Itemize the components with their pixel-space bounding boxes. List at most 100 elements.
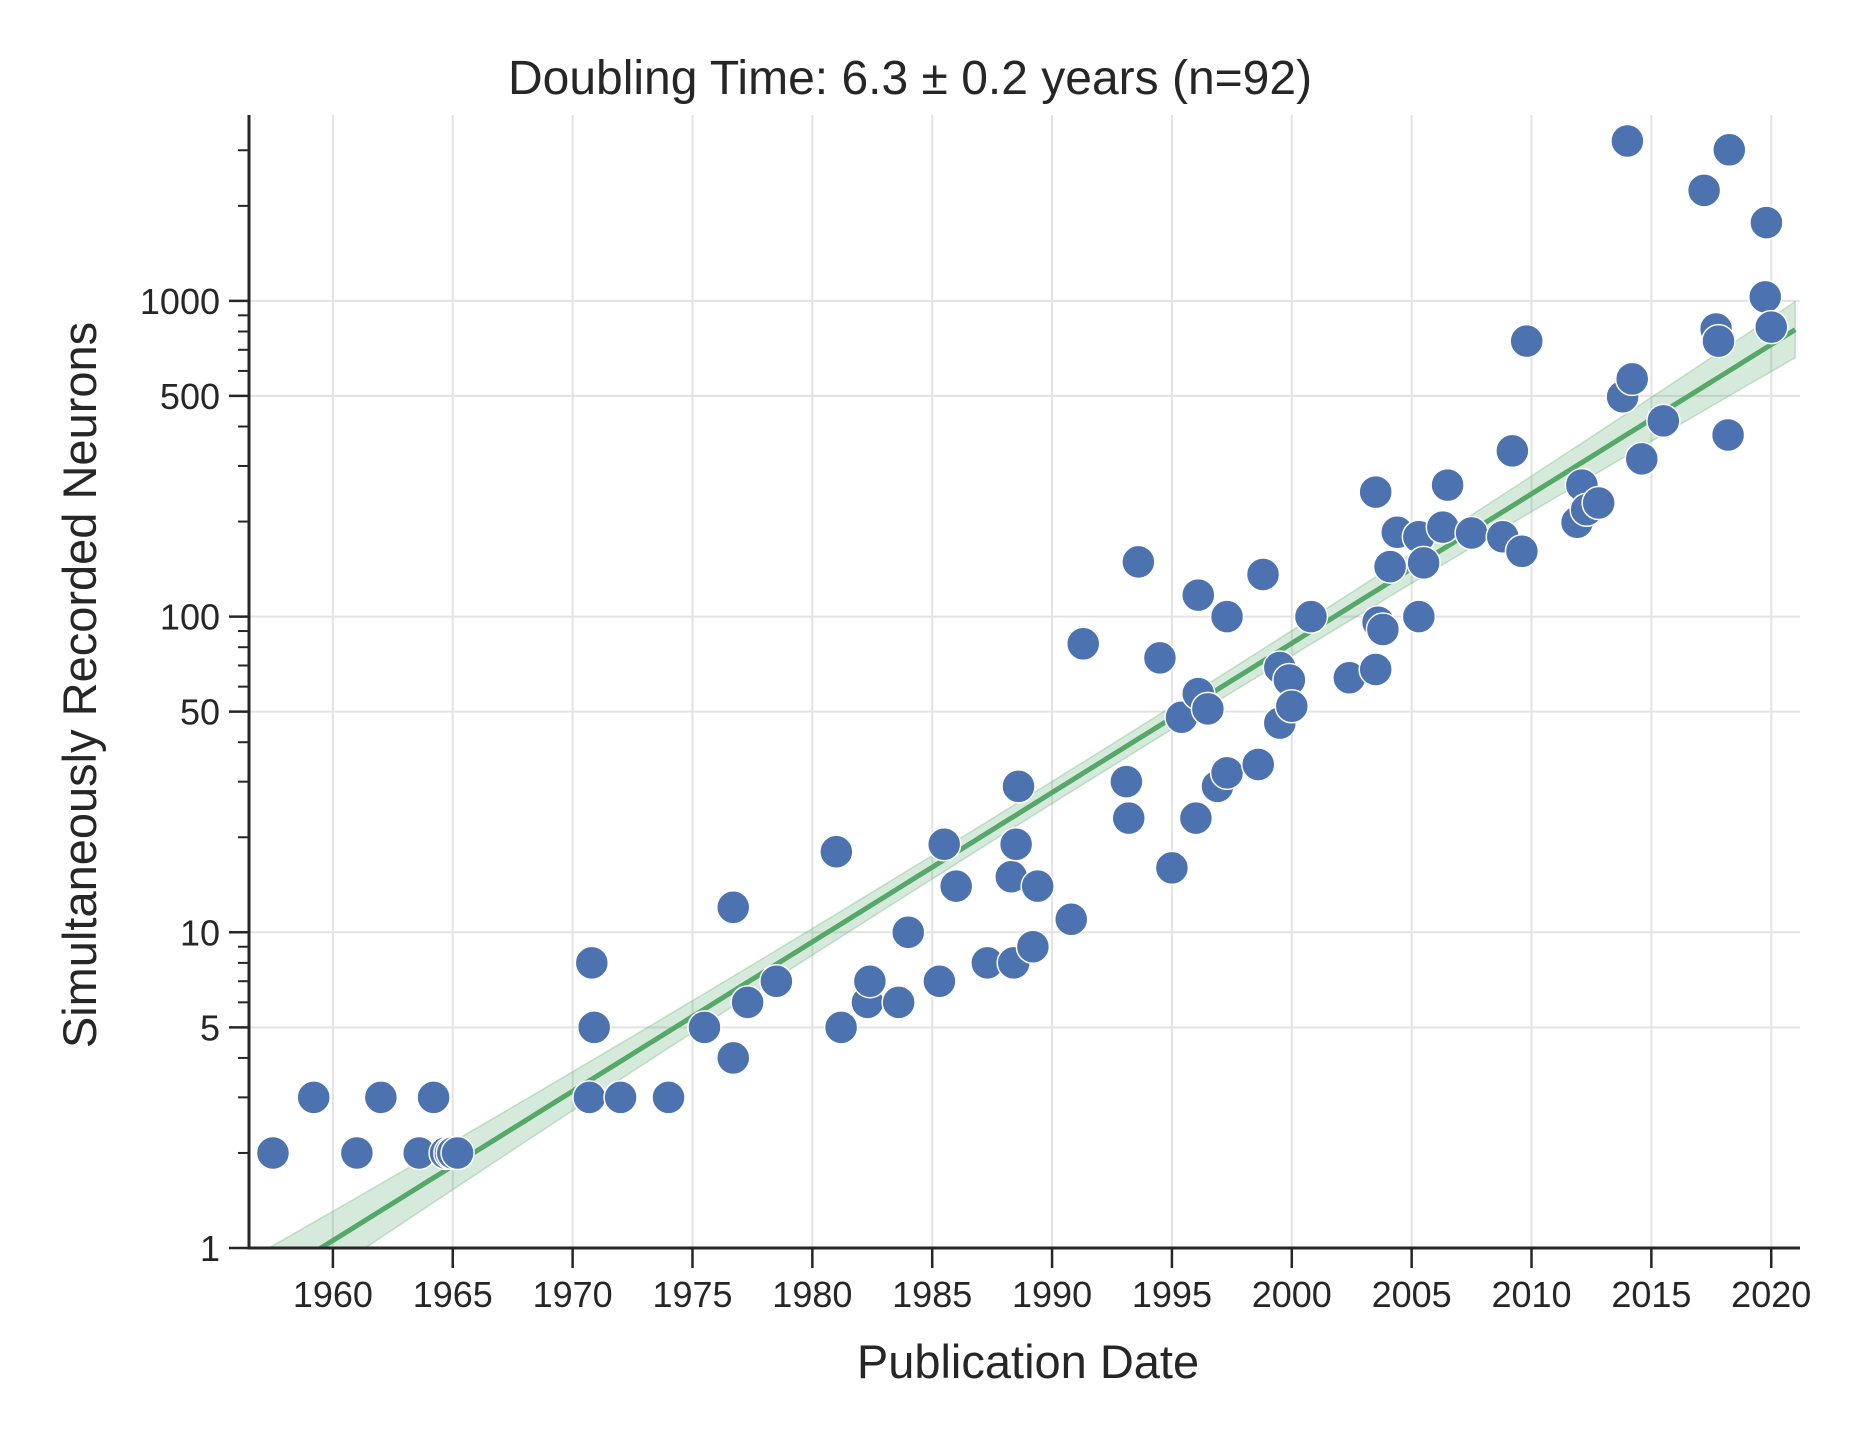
data-point (1053, 901, 1089, 937)
data-point (687, 1010, 722, 1045)
x-tick-label: 2010 (1491, 1274, 1571, 1315)
data-point (1430, 467, 1465, 503)
data-point (1509, 323, 1544, 359)
x-tick-label: 2020 (1731, 1274, 1811, 1315)
y-axis-label: Simultaneously Recorded Neurons (53, 322, 106, 1048)
y-tick-label: 50 (180, 692, 220, 733)
grid-lines (249, 115, 1800, 1249)
data-point (1610, 123, 1645, 159)
data-point (1015, 929, 1051, 964)
data-point (255, 1135, 291, 1171)
data-point (1401, 599, 1437, 634)
data-point (1454, 515, 1489, 551)
data-point (1109, 764, 1144, 799)
data-point (1504, 534, 1540, 569)
data-point (1020, 868, 1055, 904)
data-point (1065, 626, 1101, 662)
data-point (1372, 549, 1408, 584)
fit-confidence-band (267, 300, 1796, 1248)
data-point (819, 834, 854, 869)
data-point (1209, 755, 1245, 791)
data-point (1753, 309, 1789, 345)
data-point (416, 1080, 451, 1115)
fit-line-layer (316, 327, 1797, 1248)
data-points (255, 123, 1789, 1171)
y-tick-label: 1 (200, 1228, 220, 1269)
data-point (1209, 599, 1245, 634)
data-point (715, 1040, 751, 1076)
data-point (1365, 612, 1401, 647)
data-point (1710, 417, 1746, 453)
data-point (574, 945, 610, 981)
data-point (1495, 433, 1530, 469)
data-point (1686, 173, 1722, 208)
x-tick-label: 1985 (892, 1274, 972, 1315)
data-point (1624, 441, 1660, 477)
x-tick-label: 2005 (1372, 1274, 1452, 1315)
data-point (759, 963, 794, 999)
data-point (1154, 850, 1190, 886)
x-tick-label: 1980 (772, 1274, 852, 1315)
data-point (572, 1080, 607, 1115)
data-point (1581, 485, 1616, 521)
data-point (1358, 474, 1393, 510)
x-axis-ticks: 1960 1965 1970 1975 1980 1985 1990 1995 2000 2005… (293, 1248, 1811, 1315)
data-point (1747, 279, 1783, 315)
fit-confidence-band-layer (267, 300, 1796, 1248)
data-point (1293, 599, 1329, 634)
data-point (1111, 800, 1147, 836)
data-point (998, 827, 1034, 862)
data-point (440, 1135, 475, 1171)
data-point (1274, 689, 1310, 724)
y-tick-label: 5 (200, 1007, 220, 1048)
data-point (651, 1080, 686, 1115)
data-point (938, 868, 974, 904)
data-point (1178, 800, 1214, 836)
y-tick-label: 100 (160, 597, 220, 638)
data-point (1614, 361, 1650, 397)
data-point (890, 915, 926, 950)
data-point (881, 985, 916, 1020)
data-point (1406, 545, 1441, 581)
data-point (1190, 691, 1226, 727)
data-point (1646, 403, 1681, 439)
data-point (730, 985, 765, 1020)
data-point (576, 1010, 612, 1045)
y-tick-label: 10 (180, 912, 220, 953)
data-point (1358, 652, 1393, 687)
chart-title: Doubling Time: 6.3 ± 0.2 years (n=92) (508, 52, 1312, 105)
data-point (926, 827, 962, 862)
data-point (1245, 557, 1281, 592)
x-tick-label: 1965 (413, 1274, 493, 1315)
data-point (852, 963, 888, 999)
data-point (1701, 323, 1736, 359)
data-point (1001, 769, 1036, 804)
data-point (922, 963, 957, 999)
data-point (1240, 747, 1276, 782)
data-point (823, 1010, 859, 1045)
x-tick-label: 1990 (1012, 1274, 1092, 1315)
fit-line (316, 327, 1797, 1248)
y-tick-label: 1000 (140, 281, 220, 322)
x-tick-label: 1975 (652, 1274, 732, 1315)
data-point (1121, 544, 1156, 580)
data-point (1425, 509, 1461, 545)
x-axis-label: Publication Date (857, 1335, 1199, 1388)
data-point (339, 1135, 375, 1171)
x-tick-label: 2000 (1252, 1274, 1332, 1315)
x-tick-label: 1960 (293, 1274, 373, 1315)
data-point (296, 1080, 331, 1115)
data-point (715, 890, 751, 925)
data-point (603, 1080, 638, 1115)
data-point (1712, 132, 1747, 168)
x-tick-label: 2015 (1611, 1274, 1691, 1315)
data-point (1749, 205, 1784, 240)
data-point (363, 1080, 399, 1115)
x-tick-label: 1995 (1132, 1274, 1212, 1315)
data-point (1142, 640, 1178, 676)
y-tick-label: 500 (160, 376, 220, 417)
y-axis-ticks: 1 5 10 50 100 500 1000 (140, 149, 249, 1269)
x-tick-label: 1970 (533, 1274, 613, 1315)
data-point (1181, 577, 1216, 613)
